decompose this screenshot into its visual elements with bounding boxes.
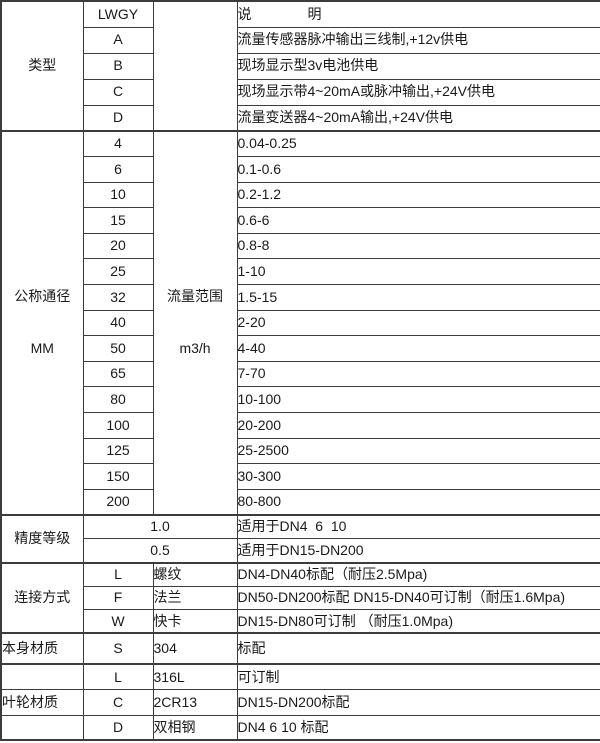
diameter-label-line2: MM bbox=[30, 340, 54, 357]
flow-range-value-cell: 7-70 bbox=[236, 360, 600, 388]
accuracy-desc-cell: 适用于DN15-DN200 bbox=[236, 538, 600, 564]
impeller-name-cell: 双相钢 bbox=[152, 714, 238, 741]
type-desc-cell: 现场显示带4~20mA或脉冲输出,+24V供电 bbox=[236, 78, 600, 106]
impeller-code-cell: C bbox=[82, 689, 154, 716]
model-code-cell: LWGY bbox=[82, 0, 154, 28]
flow-range-label-line1: 流量范围 bbox=[167, 287, 223, 304]
diameter-size-cell: 50 bbox=[82, 335, 154, 362]
type-code-cell: A bbox=[82, 26, 154, 54]
flow-range-value-cell: 25-2500 bbox=[236, 437, 600, 465]
type-desc-cell: 现场显示型3v电池供电 bbox=[236, 52, 600, 80]
flow-range-label-line2: m3/h bbox=[179, 340, 211, 357]
impeller-desc-cell: DN4 6 10 标配 bbox=[236, 714, 600, 741]
diameter-section-label: 公称通径 MM bbox=[0, 130, 84, 516]
type-middle-empty-cell bbox=[152, 0, 238, 132]
type-code-cell: C bbox=[82, 78, 154, 106]
flow-range-value-cell: 1-10 bbox=[236, 258, 600, 286]
body-material-section-label: 本身材质 bbox=[0, 632, 84, 665]
diameter-size-cell: 20 bbox=[82, 232, 154, 260]
flow-range-value-cell: 0.8-8 bbox=[236, 232, 600, 260]
diameter-size-cell: 200 bbox=[82, 488, 154, 516]
impeller-name-cell: 2CR13 bbox=[152, 689, 238, 716]
impeller-code-cell: L bbox=[82, 663, 154, 691]
flow-range-value-cell: 20-200 bbox=[236, 412, 600, 439]
connection-section-label: 连接方式 bbox=[0, 561, 84, 634]
diameter-size-cell: 15 bbox=[82, 207, 154, 234]
type-desc-cell: 流量变送器4~20mA输出,+24V供电 bbox=[236, 104, 600, 132]
connection-desc-cell: DN15-DN80可订制 （耐压1.0Mpa) bbox=[236, 609, 600, 634]
connection-name-cell: 法兰 bbox=[152, 585, 238, 611]
diameter-size-cell: 6 bbox=[82, 156, 154, 183]
connection-desc-cell: DN4-DN40标配（耐压2.5Mpa) bbox=[236, 561, 600, 587]
diameter-size-cell: 40 bbox=[82, 309, 154, 337]
flow-range-value-cell: 0.04-0.25 bbox=[236, 130, 600, 158]
diameter-label-line1: 公称通径 bbox=[14, 287, 71, 304]
impeller-name-cell: 316L bbox=[152, 663, 238, 691]
accuracy-value-cell: 0.5 bbox=[82, 538, 238, 564]
flow-range-value-cell: 0.1-0.6 bbox=[236, 156, 600, 183]
accuracy-desc-cell: 适用于DN4 6 10 bbox=[236, 513, 600, 540]
connection-code-cell: W bbox=[82, 609, 154, 634]
flow-range-value-cell: 0.6-6 bbox=[236, 207, 600, 234]
body-material-name-cell: 304 bbox=[152, 632, 238, 665]
impeller-label-empty-cell bbox=[0, 663, 84, 691]
impeller-desc-cell: 可订制 bbox=[236, 663, 600, 691]
type-section-label: 类型 bbox=[0, 0, 84, 132]
connection-desc-cell: DN50-DN200标配 DN15-DN40可订制（耐压1.6Mpa) bbox=[236, 585, 600, 611]
connection-code-cell: L bbox=[82, 561, 154, 587]
diameter-size-cell: 25 bbox=[82, 258, 154, 286]
impeller-label-empty-cell bbox=[0, 714, 84, 741]
impeller-code-cell: D bbox=[82, 714, 154, 741]
accuracy-value-cell: 1.0 bbox=[82, 513, 238, 540]
diameter-size-cell: 4 bbox=[82, 130, 154, 158]
impeller-material-section-label: 叶轮材质 bbox=[0, 689, 84, 716]
description-header-cell: 说 明 bbox=[236, 0, 600, 28]
connection-code-cell: F bbox=[82, 585, 154, 611]
diameter-size-cell: 80 bbox=[82, 386, 154, 414]
flow-range-value-cell: 1.5-15 bbox=[236, 284, 600, 311]
connection-name-cell: 螺纹 bbox=[152, 561, 238, 587]
flow-range-value-cell: 2-20 bbox=[236, 309, 600, 337]
flow-range-value-cell: 10-100 bbox=[236, 386, 600, 414]
flow-range-value-cell: 4-40 bbox=[236, 335, 600, 362]
diameter-size-cell: 100 bbox=[82, 412, 154, 439]
diameter-size-cell: 32 bbox=[82, 284, 154, 311]
diameter-size-cell: 10 bbox=[82, 181, 154, 209]
body-material-desc-cell: 标配 bbox=[236, 632, 600, 665]
type-code-cell: D bbox=[82, 104, 154, 132]
connection-name-cell: 快卡 bbox=[152, 609, 238, 634]
flow-range-value-cell: 0.2-1.2 bbox=[236, 181, 600, 209]
body-material-code-cell: S bbox=[82, 632, 154, 665]
accuracy-section-label: 精度等级 bbox=[0, 513, 84, 564]
diameter-size-cell: 150 bbox=[82, 463, 154, 490]
type-desc-cell: 流量传感器脉冲输出三线制,+12v供电 bbox=[236, 26, 600, 54]
flow-range-value-cell: 30-300 bbox=[236, 463, 600, 490]
diameter-size-cell: 125 bbox=[82, 437, 154, 465]
flow-range-label-cell: 流量范围 m3/h bbox=[152, 130, 238, 516]
flow-range-value-cell: 80-800 bbox=[236, 488, 600, 516]
impeller-desc-cell: DN15-DN200标配 bbox=[236, 689, 600, 716]
diameter-size-cell: 65 bbox=[82, 360, 154, 388]
type-code-cell: B bbox=[82, 52, 154, 80]
